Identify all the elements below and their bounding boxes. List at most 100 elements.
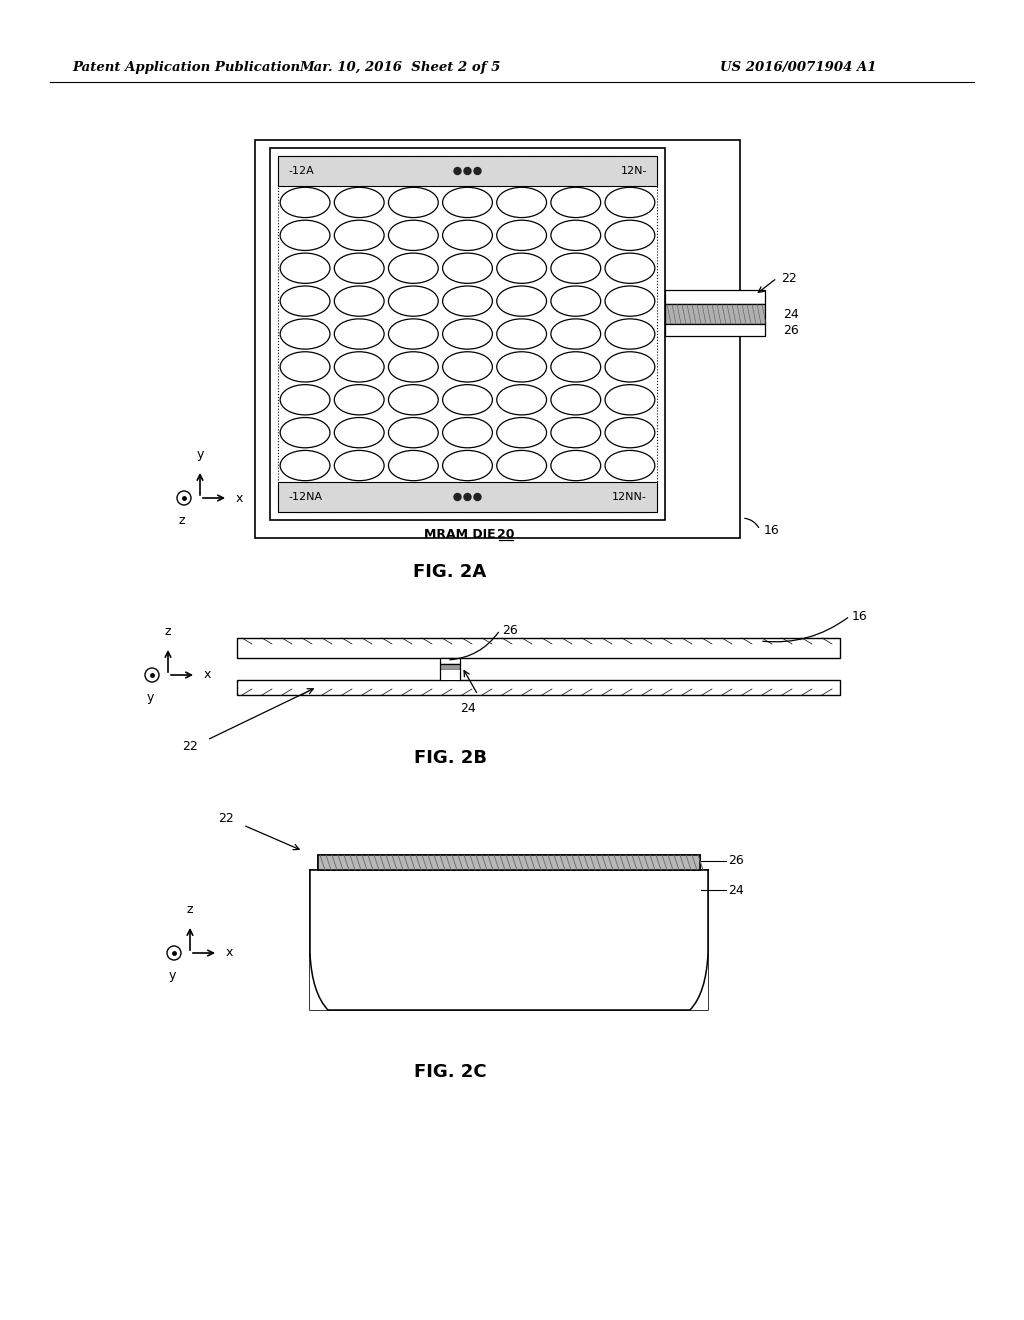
- Bar: [665, 290, 765, 304]
- Text: -12A: -12A: [288, 166, 313, 176]
- Text: z: z: [186, 903, 194, 916]
- Ellipse shape: [605, 253, 654, 284]
- Text: 22: 22: [781, 272, 797, 285]
- Bar: [278, 156, 657, 512]
- Text: z: z: [179, 513, 185, 527]
- Text: 26: 26: [728, 854, 743, 867]
- Ellipse shape: [281, 450, 330, 480]
- Text: FIG. 2B: FIG. 2B: [414, 748, 486, 767]
- Ellipse shape: [334, 220, 384, 251]
- Text: -12NA: -12NA: [288, 492, 323, 502]
- Ellipse shape: [334, 319, 384, 348]
- Text: z: z: [165, 624, 171, 638]
- Ellipse shape: [388, 319, 438, 348]
- Ellipse shape: [551, 384, 601, 414]
- Circle shape: [145, 668, 159, 682]
- Text: 20: 20: [497, 528, 514, 540]
- Bar: [440, 671, 460, 680]
- Text: FIG. 2A: FIG. 2A: [414, 564, 486, 581]
- Ellipse shape: [497, 450, 547, 480]
- Ellipse shape: [442, 253, 493, 284]
- Bar: [440, 657, 460, 664]
- Ellipse shape: [388, 384, 438, 414]
- Ellipse shape: [551, 187, 601, 218]
- Text: Patent Application Publication: Patent Application Publication: [72, 62, 300, 74]
- Ellipse shape: [388, 351, 438, 381]
- Text: 12N-: 12N-: [621, 166, 647, 176]
- Text: MRAM DIE: MRAM DIE: [424, 528, 496, 540]
- Ellipse shape: [551, 417, 601, 447]
- Bar: [310, 870, 708, 1010]
- Text: 16: 16: [852, 610, 867, 623]
- Ellipse shape: [497, 351, 547, 381]
- Bar: [278, 482, 657, 512]
- Ellipse shape: [605, 319, 654, 348]
- Ellipse shape: [605, 384, 654, 414]
- Ellipse shape: [605, 351, 654, 381]
- Ellipse shape: [551, 253, 601, 284]
- Ellipse shape: [605, 450, 654, 480]
- Ellipse shape: [497, 417, 547, 447]
- Circle shape: [464, 168, 471, 174]
- Text: x: x: [204, 668, 211, 681]
- Ellipse shape: [497, 220, 547, 251]
- Ellipse shape: [442, 220, 493, 251]
- Ellipse shape: [497, 187, 547, 218]
- Ellipse shape: [281, 351, 330, 381]
- Bar: [255, 140, 740, 539]
- Ellipse shape: [605, 417, 654, 447]
- Ellipse shape: [281, 384, 330, 414]
- Text: y: y: [168, 969, 176, 982]
- Ellipse shape: [605, 286, 654, 317]
- Ellipse shape: [551, 351, 601, 381]
- Circle shape: [474, 494, 481, 500]
- Text: 24: 24: [783, 308, 799, 321]
- Ellipse shape: [388, 253, 438, 284]
- Bar: [278, 156, 657, 186]
- Ellipse shape: [442, 450, 493, 480]
- Circle shape: [464, 494, 471, 500]
- Ellipse shape: [334, 187, 384, 218]
- Ellipse shape: [281, 253, 330, 284]
- Ellipse shape: [551, 220, 601, 251]
- Ellipse shape: [281, 220, 330, 251]
- Circle shape: [474, 168, 481, 174]
- Ellipse shape: [281, 286, 330, 317]
- Ellipse shape: [442, 187, 493, 218]
- Ellipse shape: [388, 450, 438, 480]
- Text: 22: 22: [182, 741, 198, 754]
- Bar: [310, 870, 708, 1010]
- Bar: [237, 680, 840, 696]
- Bar: [440, 664, 460, 671]
- Bar: [270, 148, 665, 520]
- Ellipse shape: [334, 450, 384, 480]
- Ellipse shape: [281, 417, 330, 447]
- Text: Mar. 10, 2016  Sheet 2 of 5: Mar. 10, 2016 Sheet 2 of 5: [299, 62, 501, 74]
- Bar: [318, 855, 700, 870]
- Ellipse shape: [334, 384, 384, 414]
- Text: 24: 24: [460, 701, 476, 714]
- Ellipse shape: [497, 286, 547, 317]
- Ellipse shape: [497, 384, 547, 414]
- Ellipse shape: [442, 286, 493, 317]
- Bar: [665, 304, 765, 323]
- Bar: [318, 855, 700, 870]
- Ellipse shape: [388, 286, 438, 317]
- Text: 26: 26: [502, 623, 518, 636]
- Text: US 2016/0071904 A1: US 2016/0071904 A1: [720, 62, 877, 74]
- Ellipse shape: [281, 319, 330, 348]
- Text: 24: 24: [728, 883, 743, 896]
- Ellipse shape: [551, 450, 601, 480]
- Text: x: x: [236, 491, 244, 504]
- Ellipse shape: [605, 187, 654, 218]
- Ellipse shape: [497, 253, 547, 284]
- Circle shape: [167, 946, 181, 960]
- Bar: [237, 638, 840, 657]
- Bar: [665, 323, 765, 337]
- Ellipse shape: [497, 319, 547, 348]
- Text: x: x: [226, 946, 233, 960]
- Ellipse shape: [442, 384, 493, 414]
- Text: y: y: [197, 447, 204, 461]
- Ellipse shape: [334, 253, 384, 284]
- Ellipse shape: [388, 417, 438, 447]
